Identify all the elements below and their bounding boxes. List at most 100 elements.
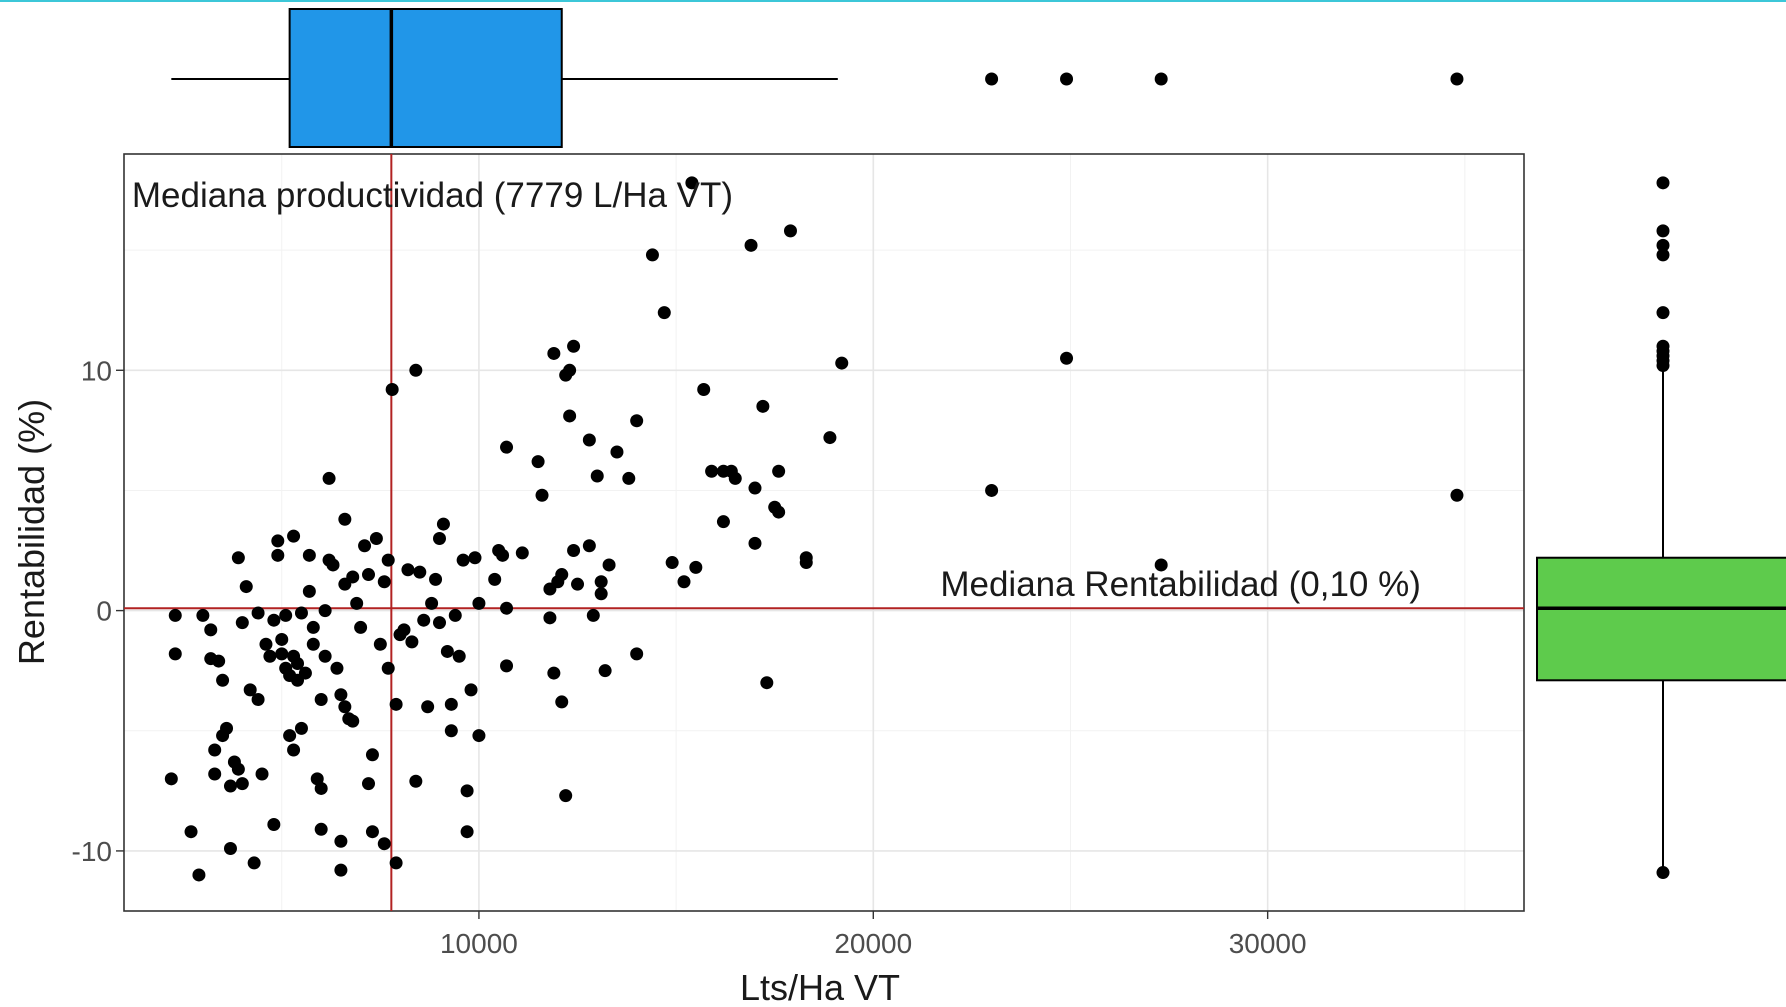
data-point (287, 529, 301, 543)
data-point (377, 837, 391, 851)
data-point (401, 563, 415, 577)
data-point (216, 673, 230, 687)
data-point (547, 346, 561, 360)
data-point (247, 856, 261, 870)
data-point (184, 825, 198, 839)
data-point (350, 596, 364, 610)
data-point (275, 632, 289, 646)
data-point (405, 635, 419, 649)
y-boxplot-outlier (1656, 248, 1670, 262)
data-point (559, 789, 573, 803)
data-point (500, 601, 514, 615)
data-point (586, 608, 600, 622)
data-point (192, 868, 206, 882)
data-point (314, 693, 328, 707)
data-point (275, 647, 289, 661)
data-point (204, 623, 218, 637)
data-point (571, 577, 585, 591)
data-point (196, 608, 210, 622)
data-point (835, 356, 849, 370)
data-point (728, 471, 742, 485)
y-marginal-boxplot (1536, 176, 1786, 880)
data-point (630, 647, 644, 661)
y-tick-label: 10 (81, 355, 112, 386)
data-point (271, 534, 285, 548)
data-point (362, 777, 376, 791)
data-point (409, 363, 423, 377)
data-point (377, 575, 391, 589)
data-point (677, 575, 691, 589)
data-point (362, 568, 376, 582)
data-point (255, 767, 269, 781)
data-point (590, 469, 604, 483)
data-point (318, 649, 332, 663)
data-point (231, 551, 245, 565)
y-boxplot-outlier (1656, 238, 1670, 252)
data-point (365, 825, 379, 839)
data-point (444, 697, 458, 711)
data-point (271, 548, 285, 562)
data-point (302, 548, 316, 562)
data-point (985, 483, 999, 497)
data-point (760, 676, 774, 690)
data-point (421, 700, 435, 714)
data-point (338, 700, 352, 714)
y-boxplot-box (1536, 556, 1786, 682)
data-point (563, 363, 577, 377)
data-point (251, 693, 265, 707)
data-point (223, 779, 237, 793)
data-point (298, 666, 312, 680)
data-point (425, 596, 439, 610)
data-point (468, 551, 482, 565)
data-point (429, 572, 443, 586)
data-point (685, 176, 699, 190)
data-point (500, 659, 514, 673)
data-point (500, 440, 514, 454)
data-point (1450, 488, 1464, 502)
x-axis-ticks: 10000 20000 30000 (440, 911, 1307, 959)
data-point (235, 777, 249, 791)
y-boxplot-outlier (1656, 306, 1670, 320)
data-point (346, 714, 360, 728)
data-point (322, 471, 336, 485)
data-point (555, 695, 569, 709)
data-point (657, 306, 671, 320)
data-point (267, 817, 281, 831)
x-boxplot-box (288, 8, 563, 148)
data-point (365, 748, 379, 762)
data-point (287, 743, 301, 757)
median-reference-lines (124, 154, 1524, 911)
data-point (168, 608, 182, 622)
data-point (330, 661, 344, 675)
data-point (164, 772, 178, 786)
y-axis-label: Rentabilidad (%) (11, 399, 52, 665)
median-productivity-annotation: Mediana productividad (7779 L/Ha VT) (132, 176, 733, 215)
data-point (535, 488, 549, 502)
data-point (369, 532, 383, 546)
data-point (496, 548, 510, 562)
data-point (358, 539, 372, 553)
data-point (334, 688, 348, 702)
data-point (306, 620, 320, 634)
data-point (622, 471, 636, 485)
data-point (212, 654, 226, 668)
data-point (168, 647, 182, 661)
y-tick-label: -10 (72, 836, 112, 867)
data-point (389, 856, 403, 870)
data-point (354, 620, 368, 634)
data-point (314, 781, 328, 795)
data-point (594, 575, 608, 589)
data-point (567, 544, 581, 558)
data-point (689, 560, 703, 574)
data-point (373, 637, 387, 651)
data-point (208, 767, 222, 781)
data-point (334, 834, 348, 848)
data-point (385, 383, 399, 397)
x-tick-label: 10000 (440, 928, 518, 959)
data-point (440, 644, 454, 658)
data-point (456, 553, 470, 567)
data-point (705, 464, 719, 478)
data-point (223, 842, 237, 856)
data-point (748, 481, 762, 495)
